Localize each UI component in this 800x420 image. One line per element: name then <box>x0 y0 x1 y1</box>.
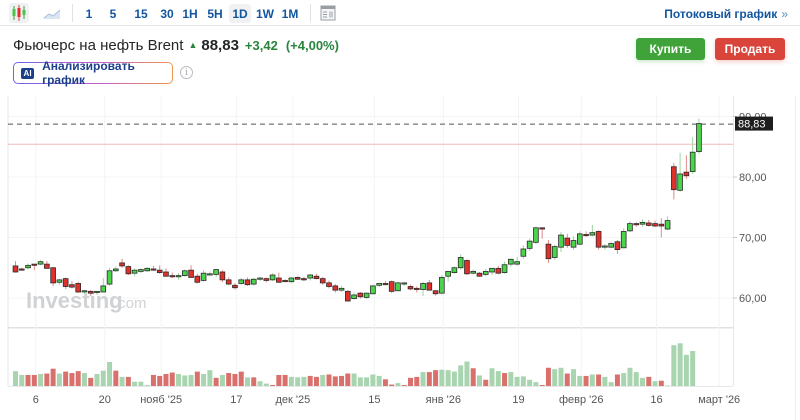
interval-30[interactable]: 30 <box>160 6 174 21</box>
svg-text:80,00: 80,00 <box>739 172 767 184</box>
svg-text:февр '26: февр '26 <box>559 394 604 406</box>
svg-text:дек '25: дек '25 <box>275 394 310 406</box>
price-change: +3,42 <box>244 38 278 53</box>
toolbar-divider <box>72 4 73 22</box>
interval-1w[interactable]: 1W <box>256 6 274 21</box>
svg-text:88,83: 88,83 <box>738 119 766 131</box>
price-chart[interactable]: Investing.com 90,0080,0070,0060,0088,83 … <box>0 96 800 420</box>
svg-text:март '26: март '26 <box>698 394 740 406</box>
interval-1d[interactable]: 1D <box>229 4 251 23</box>
svg-text:16: 16 <box>650 394 662 406</box>
sell-button[interactable]: Продать <box>715 38 785 60</box>
svg-text:Investing: Investing <box>26 288 123 313</box>
candlestick-series <box>12 118 702 302</box>
analyze-chart-button[interactable]: AI Анализировать график <box>13 59 173 87</box>
ai-badge-icon: AI <box>21 67 35 79</box>
interval-1h[interactable]: 1H <box>182 6 198 21</box>
investing-watermark: Investing.com <box>26 288 147 313</box>
double-chevron-right-icon: » <box>781 7 788 21</box>
area-chart-icon[interactable] <box>42 3 62 23</box>
last-price: 88,83 <box>201 37 239 54</box>
up-arrow-icon: ▲ <box>188 40 198 50</box>
volume-series <box>13 343 696 386</box>
interval-5[interactable]: 5 <box>109 6 117 21</box>
interval-1[interactable]: 1 <box>85 6 93 21</box>
svg-text:60,00: 60,00 <box>739 293 767 305</box>
price-change-percent: (+4,00%) <box>285 38 339 53</box>
svg-text:янв '26: янв '26 <box>426 394 461 406</box>
interval-1m[interactable]: 1M <box>281 6 299 21</box>
candlestick-chart-icon[interactable] <box>9 3 29 23</box>
stream-chart-label: Потоковый график <box>664 7 778 21</box>
buy-button[interactable]: Купить <box>636 38 705 60</box>
svg-text:17: 17 <box>230 394 242 406</box>
svg-text:нояб '25: нояб '25 <box>140 394 182 406</box>
svg-text:15: 15 <box>368 394 380 406</box>
info-icon[interactable]: i <box>180 66 193 79</box>
interval-5h[interactable]: 5H <box>207 6 223 21</box>
svg-text:19: 19 <box>512 394 524 406</box>
previous-close-line <box>8 123 733 145</box>
svg-text:.com: .com <box>114 295 147 312</box>
chart-toolbar: 1 5 15 30 1H 5H 1D 1W 1M Потоковый график» <box>0 0 800 26</box>
svg-text:70,00: 70,00 <box>739 233 767 245</box>
layout-panel-icon[interactable] <box>318 3 338 23</box>
instrument-header: Фьючерс на нефть Brent ▲ 88,83 +3,42 (+4… <box>13 37 347 54</box>
toolbar-divider <box>310 4 311 22</box>
time-axis[interactable]: 6 20 нояб '25 17 дек '25 15 янв '26 19 февр '26 1… <box>33 394 740 406</box>
interval-15[interactable]: 15 <box>134 6 148 21</box>
svg-text:20: 20 <box>99 394 111 406</box>
instrument-name: Фьючерс на нефть Brent <box>13 37 184 54</box>
analyze-chart-label: Анализировать график <box>42 59 135 87</box>
stream-chart-link[interactable]: Потоковый график» <box>664 7 788 21</box>
svg-text:6: 6 <box>33 394 39 406</box>
